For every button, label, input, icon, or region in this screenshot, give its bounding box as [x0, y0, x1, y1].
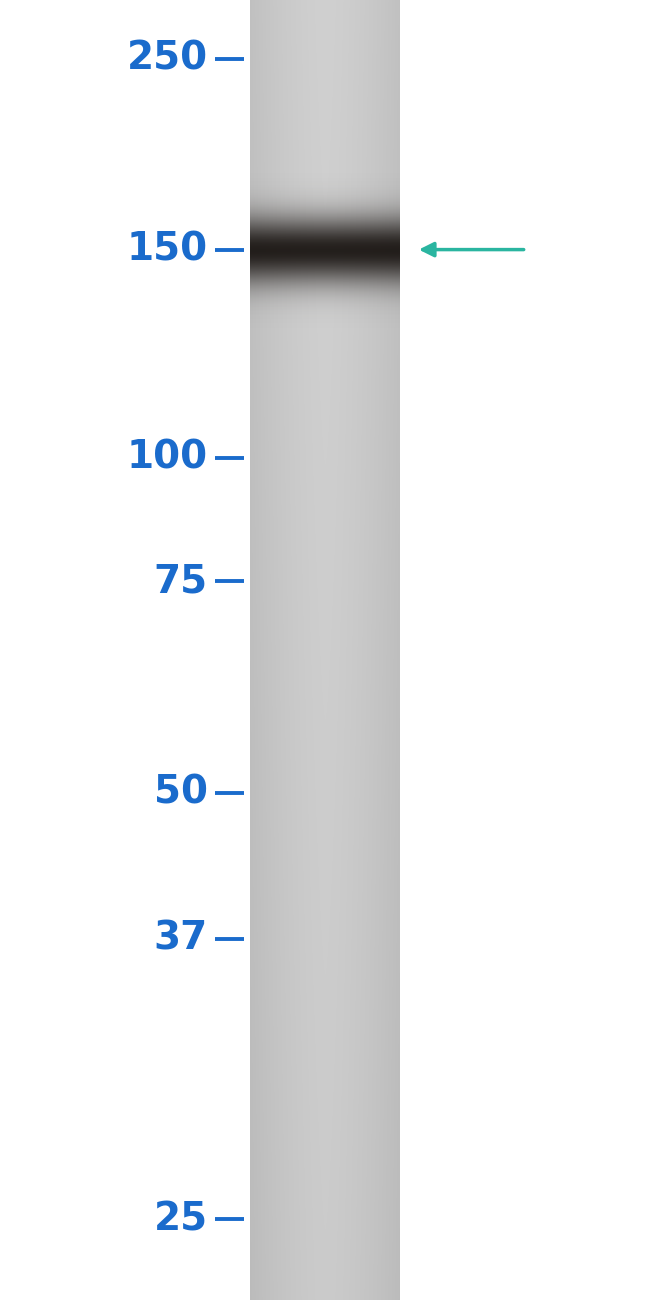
Text: 75: 75	[154, 562, 208, 601]
Text: 250: 250	[127, 39, 208, 78]
Text: 50: 50	[154, 774, 208, 812]
Text: 37: 37	[154, 919, 208, 958]
Text: 25: 25	[154, 1200, 208, 1239]
Text: 100: 100	[127, 438, 208, 477]
Text: 150: 150	[127, 230, 208, 269]
